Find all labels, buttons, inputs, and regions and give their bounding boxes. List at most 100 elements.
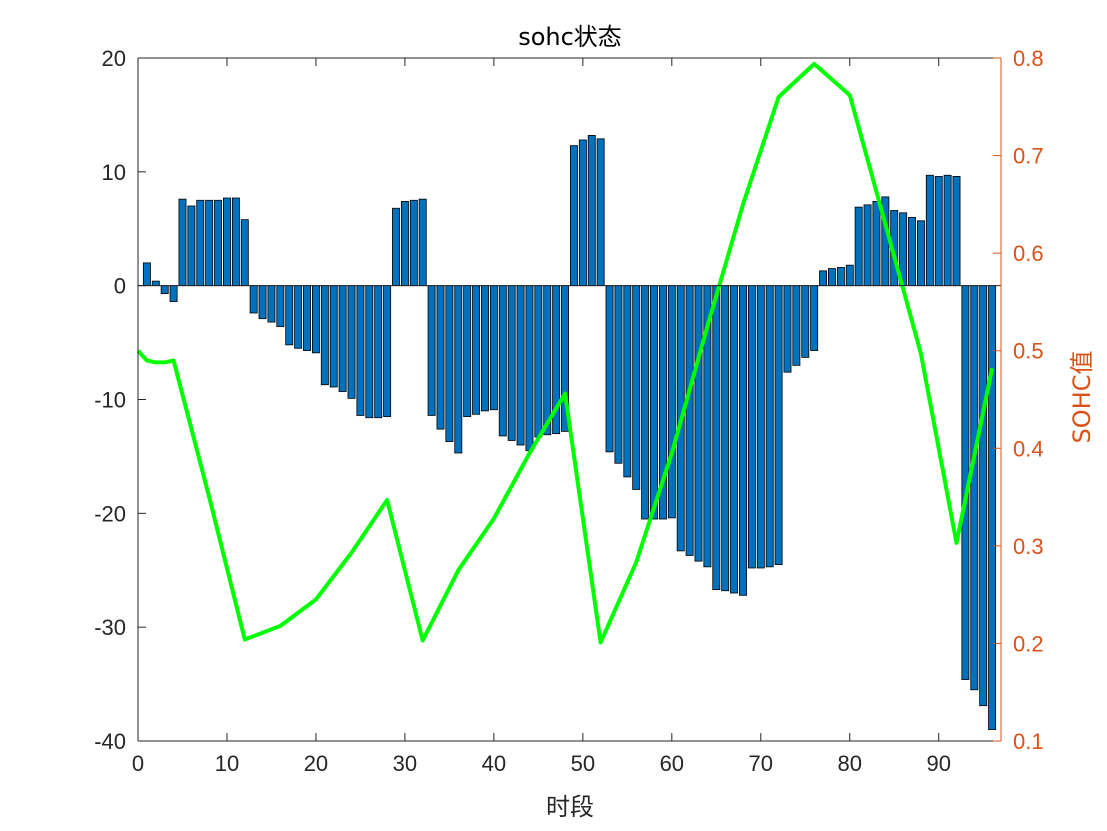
bar [605, 285, 614, 453]
bar [463, 285, 472, 417]
bar [854, 206, 863, 287]
bar [641, 285, 650, 520]
bar [507, 285, 516, 441]
bar [819, 270, 828, 287]
bar [578, 139, 587, 287]
bar [845, 264, 854, 287]
bar [596, 138, 605, 287]
bar [445, 285, 454, 443]
x-tick-label: 0 [132, 751, 144, 776]
x-tick-label: 40 [482, 751, 506, 776]
bar [267, 285, 276, 323]
bar [196, 199, 205, 287]
bar [249, 285, 258, 314]
right-axis-title: SOHC值 [1068, 351, 1096, 444]
bar [258, 285, 267, 320]
bar [205, 199, 214, 287]
left-tick-label: -10 [94, 388, 126, 413]
bar [970, 285, 979, 691]
bar [498, 285, 507, 437]
bar [739, 285, 747, 596]
bars-layer [142, 135, 997, 731]
bar [231, 197, 240, 287]
bar [801, 285, 810, 358]
bar [694, 285, 703, 562]
bar [303, 285, 312, 351]
ticks-layer: 0 10 20 30 40 50 60 70 80 90 -40 -30 -20 -10 0 10 20 0.1 0… [94, 46, 1043, 776]
bar [934, 175, 943, 287]
right-tick-label: 0.6 [1013, 241, 1044, 266]
bar [614, 285, 623, 464]
bar [454, 285, 463, 454]
bar [383, 285, 392, 417]
bar [685, 285, 694, 556]
right-tick-label: 0.5 [1013, 339, 1044, 364]
bar [374, 285, 383, 419]
bar [516, 285, 525, 446]
left-tick-label: -40 [94, 729, 126, 754]
bar [943, 174, 952, 287]
bar [311, 285, 320, 354]
bar [240, 219, 249, 287]
bar [347, 285, 356, 399]
bar [712, 285, 721, 591]
axes-layer [137, 57, 1002, 742]
bar [765, 285, 774, 568]
bar [774, 285, 783, 565]
bar [792, 285, 801, 366]
bar [365, 285, 374, 419]
bar [320, 285, 329, 386]
bar [329, 285, 338, 388]
bar [534, 285, 543, 438]
bar [392, 207, 400, 287]
bar [525, 285, 534, 452]
bar [908, 216, 916, 287]
bar [427, 285, 436, 416]
x-tick-label: 30 [393, 751, 417, 776]
bar [783, 285, 792, 373]
left-tick-label: -30 [94, 615, 126, 640]
chart-title: sohc状态 [518, 23, 622, 51]
bar [730, 285, 739, 594]
bar [828, 268, 836, 287]
right-tick-label: 0.8 [1013, 46, 1044, 71]
right-tick-label: 0.2 [1013, 631, 1044, 656]
line-layer [136, 61, 995, 645]
bar [872, 201, 881, 287]
bar [756, 285, 765, 569]
sohc-line [136, 61, 995, 645]
right-tick-label: 0.1 [1013, 729, 1044, 754]
bar [151, 280, 160, 287]
bar [489, 285, 498, 411]
bar [952, 175, 961, 287]
bar [178, 198, 187, 287]
x-axis-title: 时段 [546, 793, 594, 821]
x-tick-label: 80 [838, 751, 862, 776]
bar [979, 285, 988, 707]
bar [667, 285, 676, 519]
x-tick-label: 20 [304, 751, 328, 776]
x-tick-label: 60 [660, 751, 684, 776]
bar [356, 285, 365, 416]
bar [632, 285, 641, 490]
bar [863, 204, 872, 287]
left-tick-label: 20 [102, 46, 126, 71]
bar [836, 267, 845, 287]
bar [543, 285, 552, 436]
bar [142, 262, 151, 287]
bar [810, 285, 819, 351]
bar [214, 199, 223, 287]
right-tick-label: 0.3 [1013, 534, 1044, 559]
x-tick-label: 10 [215, 751, 239, 776]
x-tick-label: 90 [926, 751, 950, 776]
left-tick-label: 0 [114, 274, 126, 299]
bar [436, 285, 445, 430]
bar [587, 135, 596, 287]
bar [623, 285, 632, 478]
bar [721, 285, 730, 592]
bar [294, 285, 303, 349]
bar [285, 285, 294, 346]
bar [418, 198, 427, 287]
